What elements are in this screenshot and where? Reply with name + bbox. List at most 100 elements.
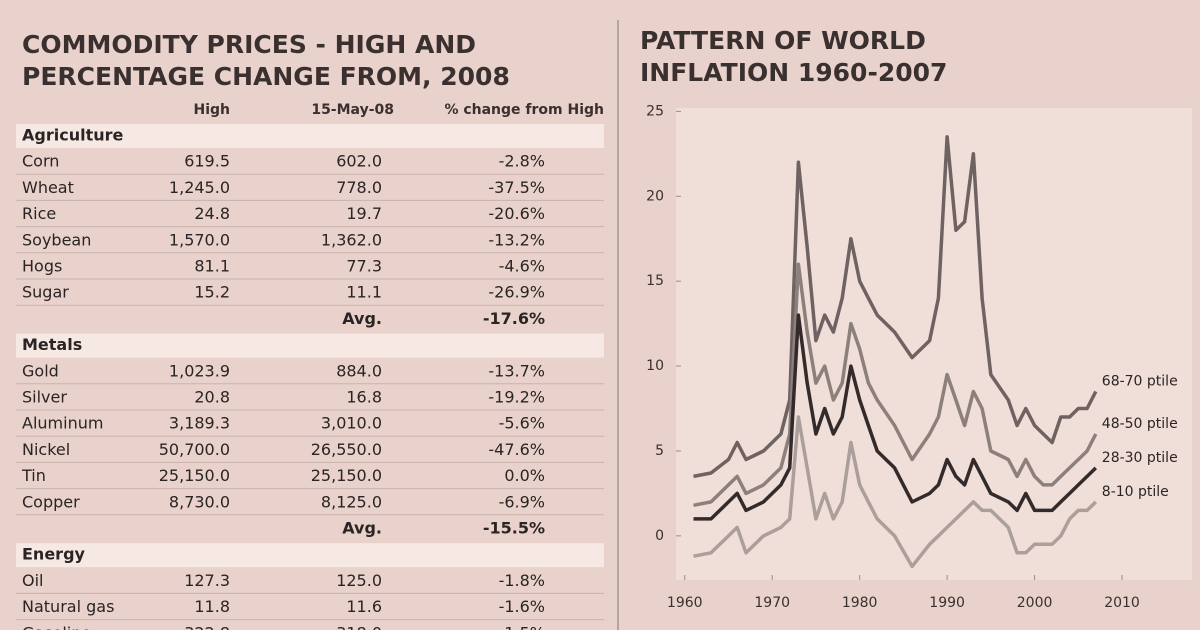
row-label: Natural gas <box>22 597 114 616</box>
series-label: 68-70 ptile <box>1102 374 1178 390</box>
column-header: High <box>193 102 230 118</box>
row-label: Nickel <box>22 440 70 459</box>
cell-value: 77.3 <box>346 257 382 276</box>
y-tick-label: 20 <box>646 188 664 204</box>
chart: PATTERN OF WORLD INFLATION 1960-2007 0 5 10 1… <box>640 26 1178 611</box>
cell-value: 11.1 <box>346 283 382 302</box>
cell-value: 0.0% <box>504 466 545 485</box>
row-label: Oil <box>22 571 43 590</box>
cell-value: 127.3 <box>184 571 230 590</box>
series-line <box>693 262 1098 508</box>
cell-value: 125.0 <box>336 571 382 590</box>
cell-value: -26.9% <box>488 283 545 302</box>
row-label: Copper <box>22 492 80 511</box>
row-label: Aluminum <box>22 414 103 433</box>
section-name: Energy <box>22 545 86 564</box>
section-band <box>16 333 604 358</box>
cell-value: -13.2% <box>488 230 545 249</box>
cell-value: -1.8% <box>499 571 545 590</box>
cell-value: -5.6% <box>499 414 545 433</box>
cell-value: 11.6 <box>346 597 382 616</box>
series-label: 48-50 ptile <box>1102 416 1178 432</box>
x-tick-label: 1980 <box>842 595 878 611</box>
column-header: 15-May-08 <box>311 102 394 118</box>
x-tick-label: 1960 <box>667 595 703 611</box>
series-line <box>693 135 1098 479</box>
cell-value: -37.5% <box>488 178 545 197</box>
cell-value: -6.9% <box>499 492 545 511</box>
cell-value: 81.1 <box>194 257 230 276</box>
x-tick-label: 2000 <box>1017 595 1053 611</box>
cell-value: 884.0 <box>336 361 382 380</box>
y-tick-label: 0 <box>655 528 664 544</box>
y-tick-label: 5 <box>655 443 664 459</box>
avg-value: -17.6% <box>483 309 545 328</box>
chart-title: INFLATION 1960-2007 <box>640 58 947 87</box>
x-tick-label: 1990 <box>929 595 965 611</box>
table-title: COMMODITY PRICES - HIGH AND <box>22 30 476 59</box>
cell-value: 8,125.0 <box>321 492 382 511</box>
cell-value: 19.7 <box>346 204 382 223</box>
section-band <box>16 543 604 568</box>
cell-value: 25,150.0 <box>159 466 230 485</box>
cell-value: -4.6% <box>499 257 545 276</box>
x-tick-label: 2010 <box>1104 595 1140 611</box>
plot-area <box>676 108 1192 580</box>
section-band <box>16 124 604 148</box>
table: COMMODITY PRICES - HIGH AND PERCENTAGE CH… <box>16 30 604 630</box>
cell-value: 8,730.0 <box>169 492 230 511</box>
row-label: Silver <box>22 388 67 407</box>
column-header: % change from High <box>444 102 604 118</box>
table-title: PERCENTAGE CHANGE FROM, 2008 <box>22 62 510 91</box>
row-label: Gold <box>22 361 59 380</box>
row-label: Corn <box>22 152 59 171</box>
cell-value: 1,023.9 <box>169 361 230 380</box>
cell-value: 11.8 <box>194 597 230 616</box>
avg-label: Avg. <box>342 309 382 328</box>
row-label: Soybean <box>22 230 91 249</box>
cell-value: 3,010.0 <box>321 414 382 433</box>
y-tick-label: 15 <box>646 273 664 289</box>
cell-value: -20.6% <box>488 204 545 223</box>
chart-title: PATTERN OF WORLD <box>640 26 926 55</box>
cell-value: 24.8 <box>194 204 230 223</box>
series-label: 28-30 ptile <box>1102 450 1178 466</box>
cell-value: 1,362.0 <box>321 230 382 249</box>
cell-value: 20.8 <box>194 388 230 407</box>
cell-value: 619.5 <box>184 152 230 171</box>
cell-value: 26,550.0 <box>311 440 382 459</box>
section-name: Metals <box>22 335 82 354</box>
row-label: Sugar <box>22 283 69 302</box>
series-label: 8-10 ptile <box>1102 484 1169 500</box>
cell-value: 16.8 <box>346 388 382 407</box>
cell-value: 318.0 <box>336 623 382 630</box>
cell-value: 3,189.3 <box>169 414 230 433</box>
row-label: Wheat <box>22 178 74 197</box>
cell-value: 15.2 <box>194 283 230 302</box>
series-line <box>693 415 1098 569</box>
row-label: Tin <box>21 466 46 485</box>
cell-value: -19.2% <box>488 388 545 407</box>
cell-value: 322.8 <box>184 623 230 630</box>
cell-value: -1.5% <box>499 623 545 630</box>
cell-value: -47.6% <box>488 440 545 459</box>
section-name: Agriculture <box>22 126 124 145</box>
y-tick-label: 10 <box>646 358 664 374</box>
cell-value: 602.0 <box>336 152 382 171</box>
cell-value: -2.8% <box>499 152 545 171</box>
avg-value: -15.5% <box>483 519 545 538</box>
row-label: Hogs <box>22 257 62 276</box>
y-tick-label: 25 <box>646 103 664 119</box>
cell-value: 25,150.0 <box>311 466 382 485</box>
cell-value: 1,570.0 <box>169 230 230 249</box>
avg-label: Avg. <box>342 519 382 538</box>
cell-value: 50,700.0 <box>159 440 230 459</box>
series-line <box>693 313 1098 521</box>
row-label: Rice <box>22 204 56 223</box>
cell-value: 1,245.0 <box>169 178 230 197</box>
row-label: Gasoline <box>22 623 91 630</box>
cell-value: 778.0 <box>336 178 382 197</box>
x-tick-label: 1970 <box>754 595 790 611</box>
cell-value: -1.6% <box>499 597 545 616</box>
